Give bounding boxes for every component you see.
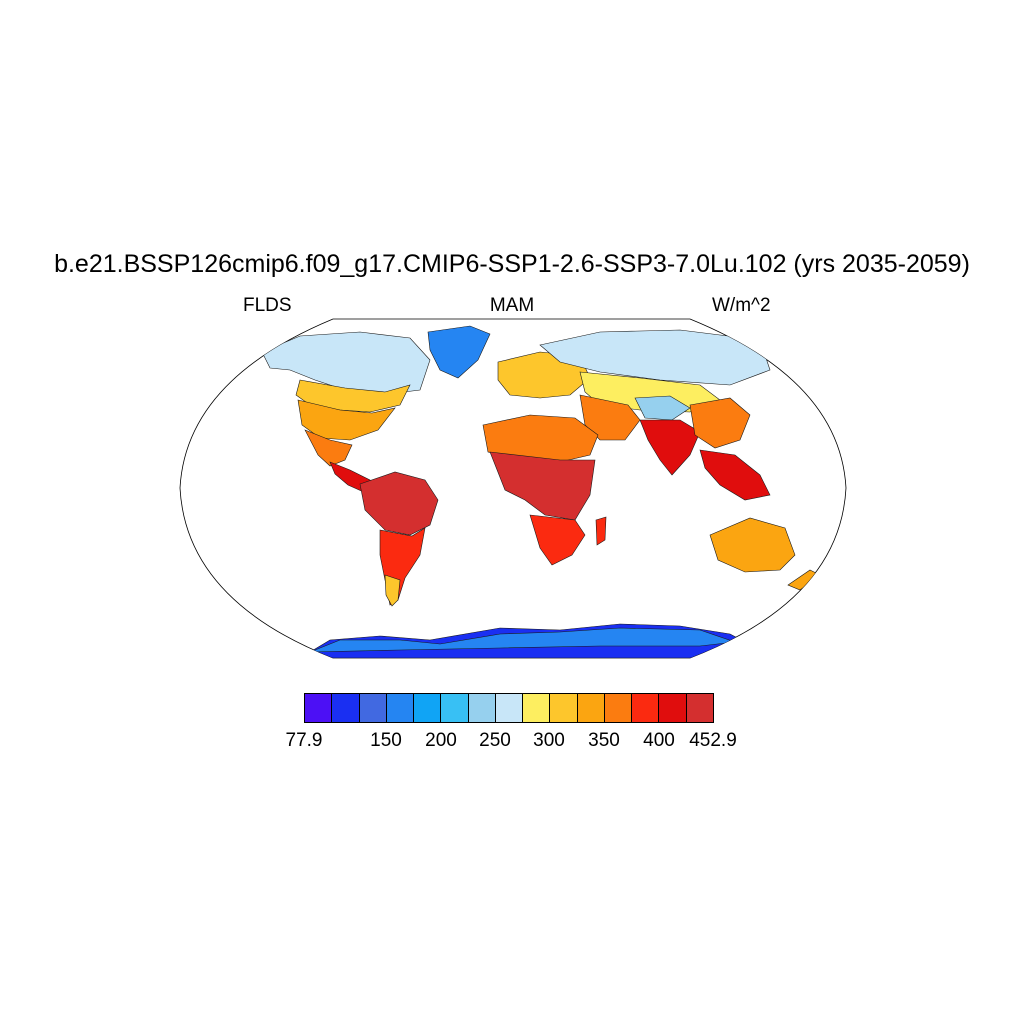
region-greenland bbox=[427, 325, 491, 379]
region-tibet bbox=[634, 395, 691, 421]
variable-label: FLDS bbox=[243, 295, 292, 316]
colorbar-swatch-12 bbox=[632, 694, 660, 722]
region-mexico bbox=[304, 429, 353, 467]
colorbar-swatch-0 bbox=[305, 694, 333, 722]
region-southern-africa bbox=[529, 514, 586, 566]
colorbar-label-max: 452.9 bbox=[689, 730, 737, 751]
colorbar-label-150: 150 bbox=[370, 730, 402, 751]
region-antarctica-coast bbox=[309, 627, 736, 653]
colorbar-swatch-3 bbox=[386, 694, 415, 722]
region-middle-east bbox=[579, 394, 641, 441]
region-patagonia bbox=[384, 574, 401, 607]
colorbar-swatch-6 bbox=[468, 694, 496, 722]
colorbar-label-400: 400 bbox=[643, 730, 675, 751]
region-australia bbox=[709, 517, 796, 573]
colorbar bbox=[304, 693, 714, 723]
region-east-asia bbox=[689, 397, 751, 449]
region-north-america-mid bbox=[295, 379, 411, 413]
map-title: b.e21.BSSP126cmip6.f09_g17.CMIP6-SSP1-2.… bbox=[54, 250, 970, 278]
region-southeast-asia bbox=[699, 449, 771, 501]
colorbar-label-200: 200 bbox=[425, 730, 457, 751]
colorbar-swatch-1 bbox=[332, 694, 360, 722]
region-amazon bbox=[359, 471, 439, 536]
colorbar-swatch-7 bbox=[495, 694, 524, 722]
colorbar-swatch-11 bbox=[604, 694, 633, 722]
colorbar-swatch-10 bbox=[577, 694, 605, 722]
colorbar-swatch-5 bbox=[441, 694, 469, 722]
colorbar-swatch-14 bbox=[686, 694, 713, 722]
colorbar-swatch-2 bbox=[359, 694, 387, 722]
region-siberia bbox=[539, 329, 771, 386]
colorbar-swatch-13 bbox=[659, 694, 687, 722]
colorbar-label-250: 250 bbox=[479, 730, 511, 751]
colorbar-label-min: 77.9 bbox=[285, 730, 323, 751]
season-label: MAM bbox=[489, 295, 535, 316]
colorbar-swatch-8 bbox=[523, 694, 551, 722]
colorbar-label-300: 300 bbox=[533, 730, 565, 751]
colorbar-label-350: 350 bbox=[588, 730, 620, 751]
colorbar-swatch-4 bbox=[414, 694, 442, 722]
colorbar-swatch-9 bbox=[550, 694, 578, 722]
region-madagascar bbox=[595, 516, 607, 546]
colorbar-labels: 77.9 150 200 250 300 350 400 452.9 bbox=[0, 730, 1024, 754]
region-usa bbox=[297, 399, 396, 441]
region-india bbox=[639, 419, 701, 476]
units-label: W/m^2 bbox=[712, 295, 771, 316]
